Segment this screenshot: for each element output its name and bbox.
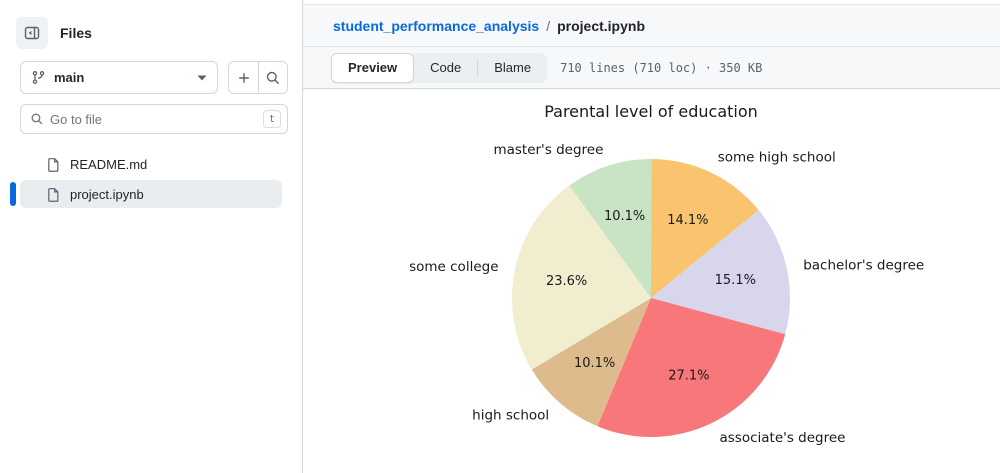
breadcrumb-file-name: project.ipynb <box>557 17 645 34</box>
search-icon <box>266 71 280 84</box>
file-name: README.md <box>70 156 148 172</box>
slice-pct-4: 23.6% <box>546 274 587 289</box>
pie-slices: 14.1% some high school 15.1% bachelor's deg… <box>409 142 924 446</box>
plus-icon <box>238 72 249 83</box>
tab-code[interactable]: Code <box>414 53 477 83</box>
branch-name: main <box>54 70 85 85</box>
active-file-indicator <box>10 182 16 206</box>
file-view-header: student_performance_analysis / project.i… <box>303 4 1000 89</box>
sidebar-title: Files <box>60 25 92 41</box>
slice-pct-2: 27.1% <box>668 368 709 383</box>
file-meta-info: 710 lines (710 loc) · 350 KB <box>560 60 763 75</box>
tab-divider <box>477 58 479 77</box>
sidebar-collapse-icon <box>24 26 40 40</box>
notebook-preview: Parental level of education 14.1% some hi… <box>303 89 1000 473</box>
slice-label-5: master's degree <box>493 142 603 158</box>
breadcrumb: student_performance_analysis / project.i… <box>303 5 1000 47</box>
files-sidebar: Files main <box>0 0 303 473</box>
chart-title: Parental level of education <box>544 102 758 121</box>
slice-pct-1: 15.1% <box>715 273 756 288</box>
breadcrumb-repo-link[interactable]: student_performance_analysis <box>333 17 540 34</box>
file-item-readme[interactable]: README.md <box>20 150 282 178</box>
shortcut-key-badge: t <box>263 110 281 128</box>
slice-pct-3: 10.1% <box>574 356 615 371</box>
file-name: project.ipynb <box>70 186 144 202</box>
slice-pct-0: 14.1% <box>667 213 708 228</box>
add-file-button[interactable] <box>229 62 258 93</box>
go-to-file-field: t <box>20 104 288 134</box>
file-icon <box>48 187 59 202</box>
pie-slice-2 <box>597 298 786 438</box>
education-pie-chart: Parental level of education 14.1% some hi… <box>409 102 924 446</box>
slice-pct-5: 10.1% <box>604 209 645 224</box>
pie-slice-1 <box>651 210 791 335</box>
sidebar-action-group <box>228 61 288 94</box>
search-this-repo-button[interactable] <box>258 62 287 93</box>
slice-label-0: some high school <box>718 149 836 165</box>
slice-label-4: some college <box>409 259 498 275</box>
branch-selector[interactable]: main <box>20 61 218 94</box>
file-item-project[interactable]: project.ipynb <box>10 180 282 208</box>
git-branch-icon <box>32 71 45 84</box>
file-icon <box>48 157 59 172</box>
pie-slice-5 <box>569 158 652 298</box>
tab-preview[interactable]: Preview <box>331 52 415 83</box>
sidebar-controls: main <box>0 55 302 94</box>
slice-label-2: associate's degree <box>720 430 846 446</box>
slice-label-1: bachelor's degree <box>803 258 924 274</box>
view-tabs: Preview Code Blame <box>331 52 548 83</box>
file-view-panel: student_performance_analysis / project.i… <box>303 0 1000 473</box>
sidebar-header: Files <box>0 0 302 55</box>
pie-slice-4 <box>511 185 651 370</box>
collapse-sidebar-button[interactable] <box>16 17 48 49</box>
breadcrumb-separator: / <box>546 17 551 34</box>
tab-blame[interactable]: Blame <box>478 53 547 83</box>
pie-slice-0 <box>651 159 759 298</box>
pie-slice-3 <box>531 298 651 427</box>
file-tree: README.md project.ipynb <box>0 150 302 208</box>
file-view-toolbar: Preview Code Blame 710 lines (710 loc) ·… <box>303 47 1000 89</box>
search-icon <box>31 113 43 125</box>
slice-label-3: high school <box>472 408 549 424</box>
chevron-down-icon <box>197 75 207 80</box>
go-to-file-input[interactable] <box>50 111 257 127</box>
